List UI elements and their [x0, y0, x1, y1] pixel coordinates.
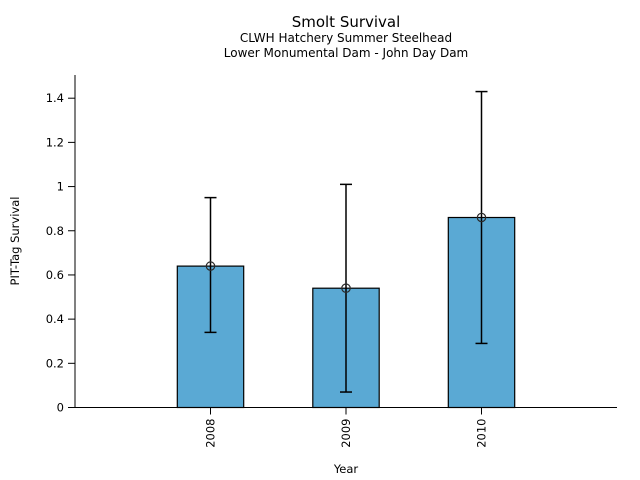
y-tick-label: 0.8 [46, 224, 64, 238]
y-tick-label: 0.6 [46, 268, 64, 282]
y-tick-label: 0.4 [46, 312, 64, 326]
y-tick-label: 1 [57, 180, 64, 194]
point-marker-2010 [476, 212, 487, 223]
chart-subtitle-line2: Lower Monumental Dam - John Day Dam [224, 46, 469, 60]
y-tick-label: 0 [57, 401, 64, 415]
point-marker-2008 [205, 261, 216, 271]
y-tick-label: 1.2 [46, 135, 64, 149]
x-tick-label: 2008 [204, 419, 218, 448]
plot-area: 0 0.2 0.4 0.6 0.8 1 1.2 1.4 2008 2009 2010 [46, 75, 617, 448]
y-tick-label: 1.4 [46, 91, 64, 105]
x-tick-label: 2010 [475, 419, 489, 448]
x-axis-label: Year [333, 462, 359, 476]
point-marker-2009 [341, 283, 351, 293]
chart-title: Smolt Survival [292, 13, 401, 31]
chart-subtitle-line1: CLWH Hatchery Summer Steelhead [240, 31, 452, 45]
x-tick-label: 2009 [339, 419, 353, 448]
y-tick-label: 0.2 [46, 356, 64, 370]
y-axis-label: PIT-Tag Survival [8, 197, 22, 286]
